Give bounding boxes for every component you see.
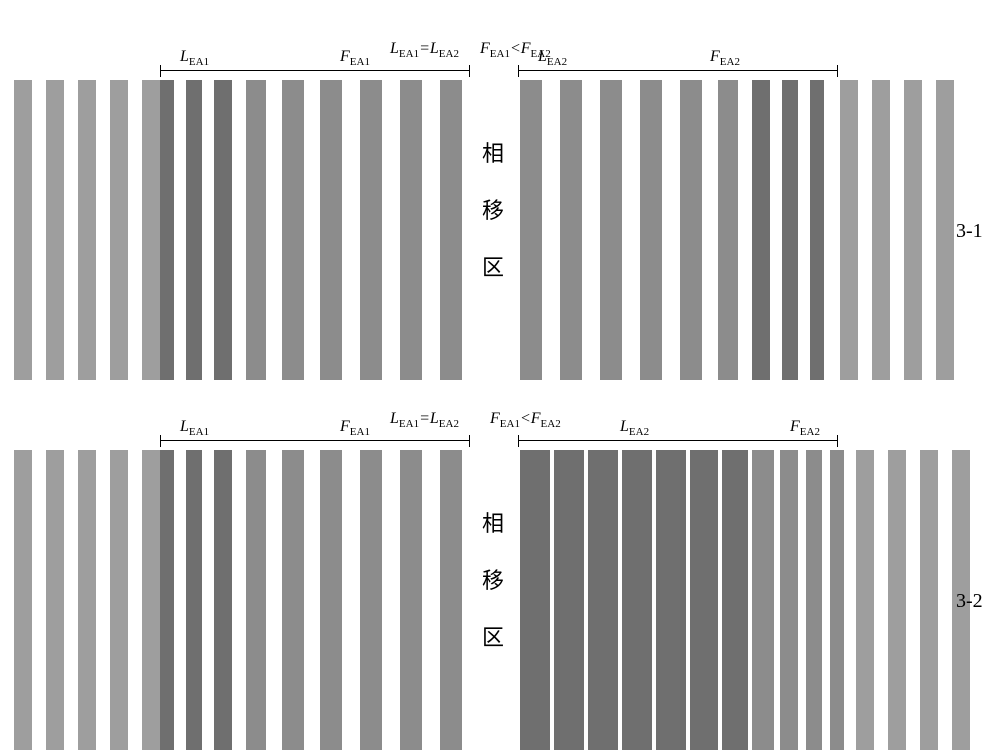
grating-bar (400, 80, 422, 380)
grating-bar (400, 450, 422, 750)
grating-bar (622, 450, 652, 750)
equation-F: FEA1<FEA2 (480, 40, 551, 60)
dimension-line (160, 70, 470, 83)
grating-bar (782, 80, 798, 380)
grating-bar (588, 450, 618, 750)
grating-bar (856, 450, 874, 750)
grating-bar (360, 80, 382, 380)
grating-bar (656, 450, 686, 750)
grating-bar (830, 450, 844, 750)
grating-bar (214, 80, 232, 380)
label-F-EA2: FEA2 (790, 418, 820, 438)
grating-bar (14, 80, 32, 380)
figure-label: 3-2 (956, 590, 983, 613)
grating-bar (780, 450, 798, 750)
grating-bar (142, 80, 160, 380)
grating-bar (78, 80, 96, 380)
diagram-canvas: 相移区 LEA1 FEA1 LEA2 FEA2 LEA1=LEA2 FEA1<FEA2 3-1… (0, 0, 1000, 750)
grating-bar (14, 450, 32, 750)
grating-bar (888, 450, 906, 750)
grating-bar (160, 450, 174, 750)
label-F-EA1: FEA1 (340, 48, 370, 68)
grating-bar (440, 80, 462, 380)
label-L-EA2: LEA2 (620, 418, 649, 438)
grating-bar (46, 450, 64, 750)
label-F-EA2: FEA2 (710, 48, 740, 68)
grating-bar (78, 450, 96, 750)
phase-shift-region-label: 相移区 (478, 495, 508, 667)
grating-bar (718, 80, 738, 380)
equation-F: FEA1<FEA2 (490, 410, 561, 430)
grating-bar (160, 80, 174, 380)
dimension-line (518, 70, 838, 83)
grating-bar (142, 450, 160, 750)
grating-bar (46, 80, 64, 380)
grating-bar (320, 80, 342, 380)
grating-bar (840, 80, 858, 380)
grating-bar (690, 450, 718, 750)
grating-bar (680, 80, 702, 380)
label-F-EA1: FEA1 (340, 418, 370, 438)
grating-bar (904, 80, 922, 380)
grating-bar (600, 80, 622, 380)
grating-bar (936, 80, 954, 380)
grating-bar (110, 450, 128, 750)
grating-bar (186, 450, 202, 750)
label-L-EA1: LEA1 (180, 48, 209, 68)
grating-bar (520, 80, 542, 380)
grating-bar (440, 450, 462, 750)
grating-bar (246, 80, 266, 380)
grating-bar (282, 80, 304, 380)
grating-bar (810, 80, 824, 380)
grating-bar (520, 450, 550, 750)
grating-bar (186, 80, 202, 380)
grating-bar (640, 80, 662, 380)
grating-bar (282, 450, 304, 750)
grating-bar (752, 450, 774, 750)
grating-bar (246, 450, 266, 750)
grating-bar (360, 450, 382, 750)
equation-L: LEA1=LEA2 (390, 410, 459, 430)
label-L-EA1: LEA1 (180, 418, 209, 438)
panel-3-1: 相移区LEA1FEA1LEA2FEA2LEA1=LEA2FEA1<FEA23-1 (0, 40, 1000, 380)
panel-3-2: 相移区 LEA1 FEA1 LEA2 FEA2 LEA1=LEA2 FEA1<FEA2 3-2 (0, 410, 1000, 750)
equation-L: LEA1=LEA2 (390, 40, 459, 60)
grating-bar (872, 80, 890, 380)
grating-bar (214, 450, 232, 750)
dimension-line (518, 440, 838, 453)
phase-shift-region-label: 相移区 (478, 125, 508, 297)
grating-bar (554, 450, 584, 750)
grating-bar (110, 80, 128, 380)
grating-bar (752, 80, 770, 380)
grating-bar (722, 450, 748, 750)
grating-bar (920, 450, 938, 750)
grating-bar (320, 450, 342, 750)
figure-label: 3-1 (956, 220, 983, 243)
grating-bar (560, 80, 582, 380)
dimension-line (160, 440, 470, 453)
grating-bar (806, 450, 822, 750)
